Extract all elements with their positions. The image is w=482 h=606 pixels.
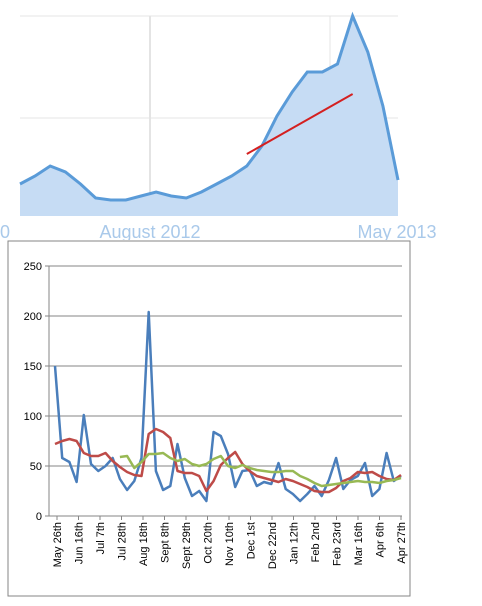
x-tick-label: Dec 22nd <box>267 522 279 569</box>
series-line-2 <box>54 427 402 494</box>
x-tick-label: Oct 20th <box>203 522 215 564</box>
x-tick-label: May 26th <box>52 522 64 567</box>
x-tick-label: Sept 8th <box>160 522 172 563</box>
x-tick-label: Feb 2nd <box>310 522 322 562</box>
x-tick-label: Dec 1st <box>246 522 258 559</box>
series-line-3 <box>119 451 402 488</box>
bottom-line-chart-svg: 0 50 100 150 200 250 May 26th Jun 16th Jul 7th J… <box>7 240 411 597</box>
y-tick-label: 0 <box>36 511 42 523</box>
y-tick-label: 150 <box>24 361 42 373</box>
x-tick-label: Mar 16th <box>353 522 365 565</box>
y-tick-label: 50 <box>30 461 42 473</box>
trend-line <box>246 93 354 155</box>
x-tick-label-august-2012: August 2012 <box>99 222 200 240</box>
area-series <box>20 16 398 216</box>
x-tick-label-may-2013: May 2013 <box>357 222 436 240</box>
area-series-line <box>19 11 400 202</box>
x-tick-label: Aug 18th <box>138 522 150 566</box>
series-line-1 <box>53 310 402 503</box>
x-tick-label: Apr 6th <box>375 522 387 557</box>
x-tick-label: Sept 29th <box>181 522 193 569</box>
y-tick-label: 250 <box>24 261 42 273</box>
chart-border <box>7 240 411 597</box>
top-area-chart-svg: 0 August 2012 May 2013 <box>0 11 437 242</box>
x-tick-label: Feb 23rd <box>332 522 344 566</box>
bottom-line-chart: 0 50 100 150 200 250 May 26th Jun 16th Jul 7th J… <box>0 240 482 601</box>
top-area-chart: 0 August 2012 May 2013 <box>0 0 482 242</box>
x-tick-label: Jun 16th <box>74 522 86 564</box>
y-tick-label: 200 <box>24 311 42 323</box>
x-tick-label: Jul 7th <box>95 522 107 554</box>
y-axis: 0 50 100 150 200 250 <box>24 261 402 523</box>
x-tick-label-partial: 0 <box>0 222 10 240</box>
x-tick-label: Apr 27th <box>396 522 408 564</box>
x-axis: May 26th Jun 16th Jul 7th Jul 28th Aug 18th S… <box>49 515 408 569</box>
y-tick-label: 100 <box>24 411 42 423</box>
x-tick-label: Nov 10th <box>224 522 236 566</box>
x-tick-label: Jan 12th <box>289 522 301 564</box>
x-tick-label: Jul 28th <box>117 522 129 561</box>
series-lines <box>53 310 402 503</box>
